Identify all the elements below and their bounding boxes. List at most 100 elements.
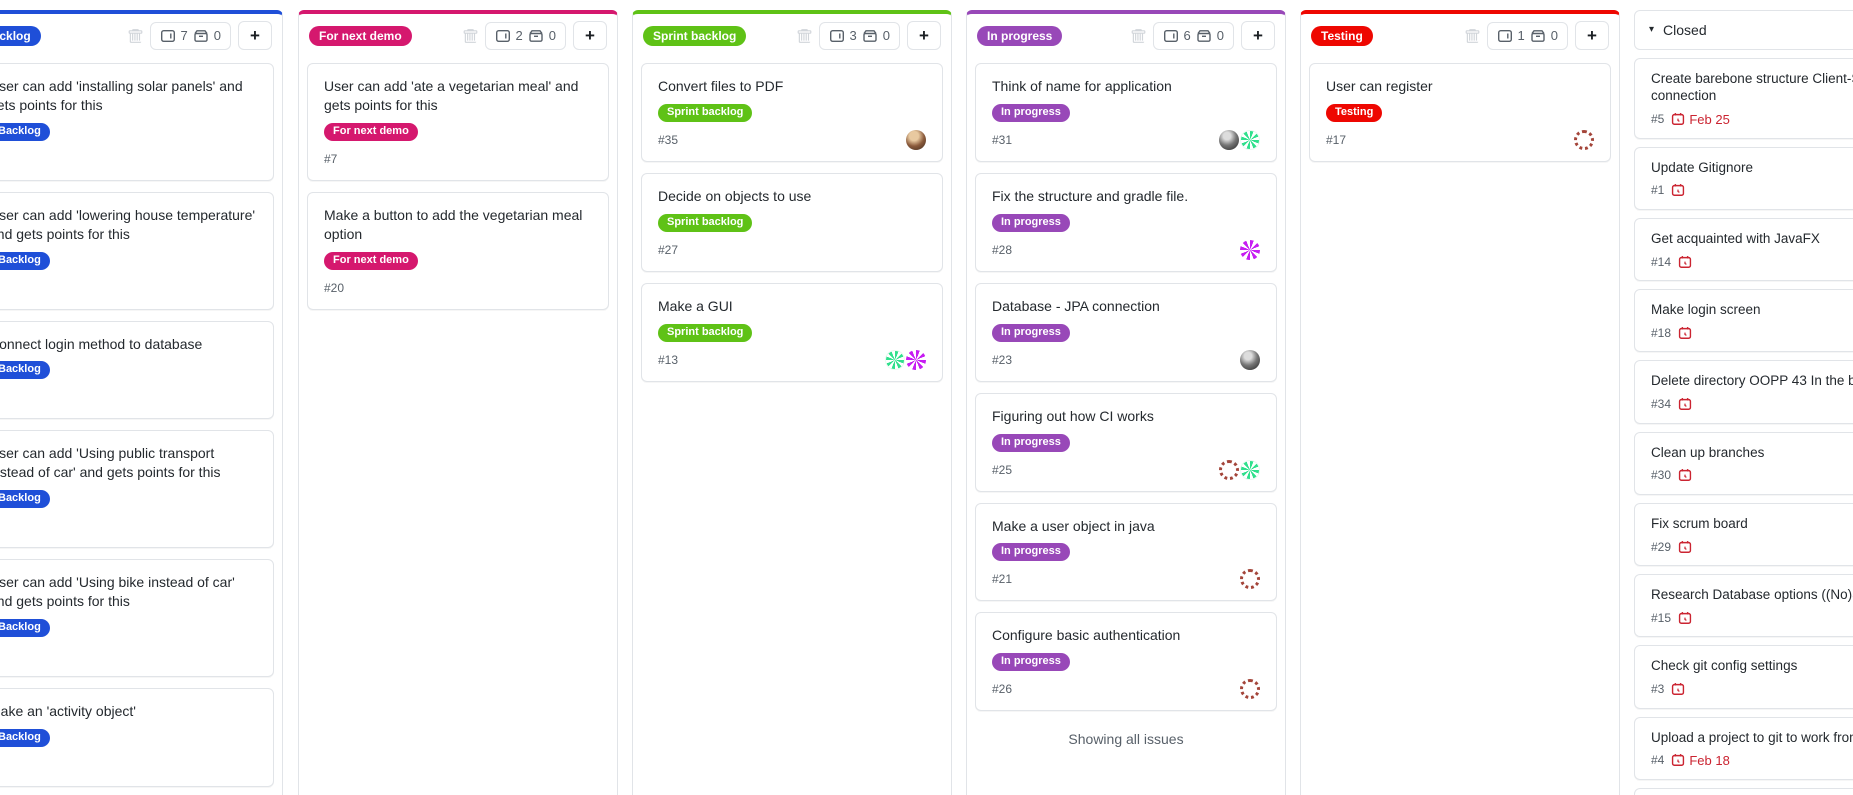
card-number: #28 [992, 242, 1013, 257]
board-column: Sprint backlog 3 0 + Convert files to PD… [632, 10, 952, 795]
archived-count: 0 [882, 28, 890, 43]
add-card-button[interactable]: + [1575, 21, 1609, 50]
card-number: #5 [1651, 112, 1665, 127]
card-title: Make login screen [1651, 302, 1761, 318]
issue-card[interactable]: Research Database options ((No)SQL?) #15 [1634, 574, 1853, 638]
card-title: Get acquainted with JavaFX [1651, 230, 1820, 246]
card-title: Configure basic authentication [992, 627, 1181, 644]
card-label: Backlog [0, 122, 50, 141]
card-labels: Sprint backlog [658, 213, 926, 232]
closed-card-list: Create barebone structure Client-Server … [1634, 58, 1853, 795]
board-column: In progress 6 0 + Think of name for appl… [966, 10, 1286, 795]
column-header: Testing 1 0 + [1301, 14, 1619, 55]
add-card-button[interactable]: + [907, 21, 941, 50]
plus-icon: + [585, 26, 595, 45]
issue-card[interactable]: Think of name for application In progres… [975, 63, 1277, 162]
board-column: Testing 1 0 + User can register Testing … [1300, 10, 1620, 795]
issue-card[interactable]: Decide on objects to use Sprint backlog … [641, 172, 943, 272]
add-card-button[interactable]: + [238, 21, 272, 50]
issue-card[interactable]: Fill in 5 page about... [1634, 787, 1853, 795]
card-label: Backlog [0, 619, 50, 638]
issue-card[interactable]: Upload a project to git to work from #4 … [1634, 716, 1853, 780]
card-count: 3 [849, 28, 857, 43]
card-title: Delete directory OOPP 43 In the beginnin… [1651, 373, 1853, 389]
issue-card[interactable]: Update Gitignore #1 [1634, 146, 1853, 210]
issue-card[interactable]: Make a GUI Sprint backlog #13 [641, 282, 943, 382]
issue-card[interactable]: Convert files to PDF Sprint backlog #35 [641, 63, 943, 162]
card-footer: #31 [992, 129, 1260, 150]
card-footer: #4 Feb 18 [1651, 753, 1853, 768]
trash-icon[interactable] [797, 28, 812, 44]
card-number: #21 [992, 572, 1013, 587]
archived-count: 0 [1550, 28, 1558, 43]
card-number: #15 [1651, 610, 1672, 625]
card-footer: #35 [658, 129, 926, 150]
add-card-button[interactable]: + [1241, 21, 1275, 50]
calendar-icon [1671, 753, 1685, 767]
card-title: User can add 'installing solar panels' a… [0, 78, 243, 113]
column-label: Sprint backlog [643, 25, 747, 46]
trash-icon[interactable] [1465, 28, 1480, 44]
card-label: In progress [992, 653, 1070, 672]
issue-card[interactable]: Make a button to add the vegetarian meal… [307, 191, 609, 310]
card-title: User can add 'Using bike instead of car'… [0, 574, 235, 610]
trash-icon[interactable] [128, 28, 143, 44]
card-footer [0, 387, 257, 407]
avatar [1219, 129, 1239, 150]
card-footer: #18 [1651, 325, 1853, 340]
board-column: For next demo 2 0 + User can add 'ate a … [298, 10, 618, 795]
issue-card[interactable]: User can add 'lowering house temperature… [0, 191, 274, 310]
card-labels: Backlog [0, 490, 257, 509]
board-column: Backlog 7 0 + User can add 'installing s… [0, 10, 283, 795]
card-footer: #13 [658, 349, 926, 370]
issue-card[interactable]: Configure basic authentication In progre… [975, 612, 1277, 712]
issue-card[interactable]: Make an 'activity object' Backlog [0, 688, 274, 787]
avatar [1219, 459, 1239, 480]
due-date [1678, 611, 1696, 625]
card-number: #23 [992, 352, 1013, 367]
card-number: #31 [992, 132, 1013, 147]
issue-card[interactable]: Connect login method to database Backlog [0, 320, 274, 420]
card-footer: #28 [992, 239, 1260, 260]
issue-card[interactable]: User can add 'ate a vegetarian meal' and… [307, 63, 609, 181]
card-footer: #14 [1651, 254, 1853, 269]
issue-card[interactable]: Check git config settings #3 [1634, 645, 1853, 709]
issue-card[interactable]: User can register Testing #17 [1309, 63, 1611, 162]
calendar-icon [1678, 397, 1692, 411]
card-label: In progress [992, 103, 1070, 122]
card-title: Make a GUI [658, 297, 733, 314]
showing-all-issues: Showing all issues [1068, 731, 1184, 748]
issue-card[interactable]: Clean up branches #30 [1634, 431, 1853, 495]
column-header: For next demo 2 0 + [299, 14, 617, 55]
card-labels: Backlog [0, 122, 257, 141]
issue-card[interactable]: Figuring out how CI works In progress #2… [975, 392, 1277, 492]
chevron-down-icon: ▾ [1649, 24, 1655, 35]
closed-column-header[interactable]: ▾ Closed [1634, 10, 1853, 50]
issue-card[interactable]: Delete directory OOPP 43 In the beginnin… [1634, 360, 1853, 424]
card-labels: Sprint backlog [658, 103, 926, 122]
issue-card[interactable]: Fix scrum board #29 [1634, 502, 1853, 567]
archive-icon [193, 28, 209, 44]
issue-card[interactable]: User can add 'installing solar panels' a… [0, 63, 274, 181]
card-avatars [1239, 239, 1260, 260]
column-header: In progress 6 0 + [967, 14, 1285, 55]
issue-card[interactable]: User can add 'Using bike instead of car'… [0, 559, 274, 678]
issue-card[interactable]: Get acquainted with JavaFX #14 [1634, 217, 1853, 282]
trash-icon[interactable] [1131, 28, 1146, 44]
add-card-button[interactable]: + [573, 21, 607, 50]
issue-card[interactable]: Fix the structure and gradle file. In pr… [975, 172, 1277, 272]
issue-card[interactable]: User can add 'Using public transport ins… [0, 430, 274, 549]
issue-card[interactable]: Make a user object in java In progress #… [975, 502, 1277, 602]
card-footer [0, 645, 257, 665]
note-icon [160, 28, 176, 44]
card-label: Backlog [0, 251, 50, 270]
archive-icon [1530, 28, 1546, 44]
issue-card[interactable]: Make login screen #18 [1634, 289, 1853, 353]
trash-icon[interactable] [463, 28, 478, 44]
archived-count: 0 [548, 28, 556, 43]
issue-card[interactable]: Create barebone structure Client-Server … [1634, 58, 1853, 139]
card-number: #26 [992, 682, 1013, 697]
card-label: In progress [992, 543, 1070, 562]
issue-card[interactable]: Database - JPA connection In progress #2… [975, 282, 1277, 382]
card-avatars [1239, 679, 1260, 700]
